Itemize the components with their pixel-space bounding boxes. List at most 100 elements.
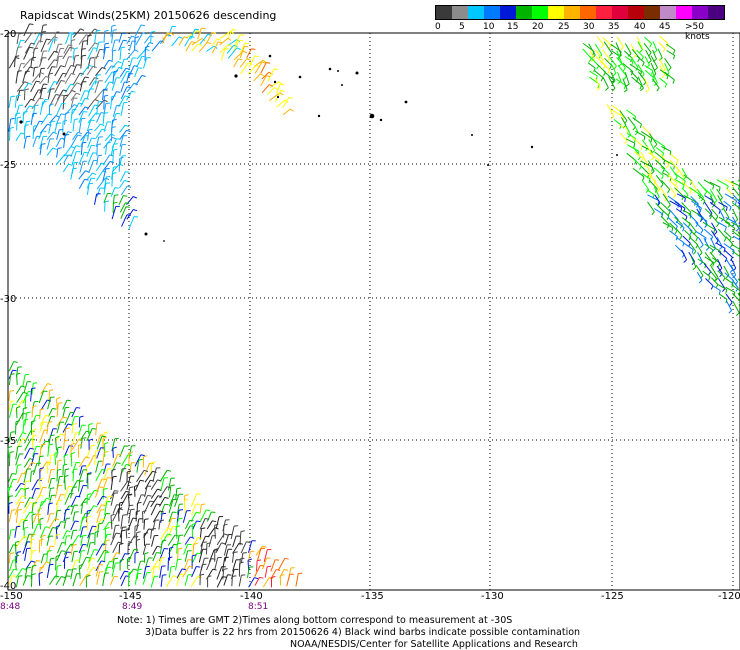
wind-barb xyxy=(730,181,740,187)
wind-barb-flag xyxy=(8,486,13,489)
wind-barb xyxy=(169,485,172,498)
wind-barb-flag xyxy=(32,428,37,431)
wind-barb xyxy=(56,56,60,68)
wind-barb-flag xyxy=(192,522,197,525)
wind-barb xyxy=(702,186,713,197)
wind-barb-flag xyxy=(661,74,666,79)
wind-barb-flag xyxy=(71,452,76,455)
wind-barb xyxy=(8,529,12,540)
wind-barb xyxy=(72,432,76,444)
wind-barb-flag xyxy=(192,554,197,557)
wind-barb-flag xyxy=(700,229,704,234)
wind-barb-flag xyxy=(63,454,68,457)
wind-barb xyxy=(15,71,19,84)
wind-barb-flag xyxy=(280,90,285,92)
wind-barb-flag xyxy=(651,70,654,75)
wind-barb xyxy=(112,504,117,514)
wind-barb xyxy=(47,50,55,61)
wind-barb xyxy=(78,34,87,45)
wind-barb xyxy=(704,201,713,214)
wind-barb-flag xyxy=(683,208,686,213)
wind-barb xyxy=(8,452,11,467)
wind-barb xyxy=(70,520,76,531)
wind-barb-flag xyxy=(94,549,99,551)
wind-barb xyxy=(220,48,226,61)
wind-barb xyxy=(63,543,72,555)
wind-barb-flag xyxy=(734,200,737,205)
wind-barb-flag xyxy=(128,571,133,574)
wind-barb xyxy=(144,47,146,61)
wind-barb xyxy=(644,64,653,72)
wind-barb-flag xyxy=(108,59,113,62)
wind-barb xyxy=(176,510,180,523)
wind-barb-flag xyxy=(654,67,658,71)
wind-barb xyxy=(78,152,85,165)
wind-barb-flag xyxy=(702,200,706,205)
wind-barb xyxy=(645,49,652,61)
wind-barb xyxy=(40,113,49,125)
wind-barb xyxy=(96,523,100,538)
wind-barb xyxy=(654,159,666,169)
wind-barb xyxy=(160,575,163,587)
wind-barb xyxy=(79,430,87,442)
wind-barb-flag xyxy=(136,538,141,541)
wind-barb xyxy=(256,560,258,572)
wind-barb-flag xyxy=(126,463,131,466)
wind-barb xyxy=(709,270,717,279)
wind-barb xyxy=(62,551,68,563)
wind-barb-flag xyxy=(78,443,83,446)
wind-barb-flag xyxy=(214,523,219,526)
wind-barb xyxy=(119,468,123,483)
latitude-labels: -20 -25 -30 -35 -40 xyxy=(0,29,16,592)
wind-barb-flag xyxy=(92,172,97,176)
wind-barb-flag xyxy=(64,474,69,478)
wind-barb xyxy=(79,81,83,92)
wind-barb xyxy=(683,174,693,182)
wind-barb xyxy=(709,181,721,188)
wind-barb-flag xyxy=(30,42,36,45)
wind-barb-flag xyxy=(62,119,68,122)
wind-barb-flag xyxy=(124,553,129,555)
wind-barb xyxy=(168,566,172,578)
legend-tick: 30 xyxy=(583,22,595,32)
wind-barb-flag xyxy=(223,523,228,526)
wind-barb-flag xyxy=(156,545,162,548)
wind-barb-flag xyxy=(133,209,138,212)
wind-barb-flag xyxy=(48,502,53,505)
wind-barb xyxy=(666,50,675,56)
wind-barb xyxy=(118,544,121,555)
wind-barb xyxy=(711,208,719,217)
wind-barb-flag xyxy=(211,558,216,560)
wind-barb-flag xyxy=(23,519,28,522)
wind-barb-flag xyxy=(74,47,79,50)
legend-swatch xyxy=(644,6,660,19)
wind-barb-flag xyxy=(10,552,15,554)
wind-barb xyxy=(62,530,68,540)
wind-barb-flag xyxy=(101,518,106,521)
wind-barb xyxy=(608,76,616,89)
wind-barb-flag xyxy=(126,86,131,89)
wind-barb-flag xyxy=(191,41,196,44)
wind-barb-flag xyxy=(653,82,658,86)
wind-barb xyxy=(39,88,43,100)
wind-barb-flag xyxy=(627,53,632,57)
wind-barb xyxy=(219,30,232,39)
wind-barb-flag xyxy=(188,565,194,568)
wind-barb xyxy=(15,446,19,460)
wind-barb-flag xyxy=(53,39,58,41)
wind-barb xyxy=(86,517,89,531)
wind-barb-flag xyxy=(288,96,294,99)
wind-barb xyxy=(119,124,126,133)
wind-barb xyxy=(110,476,114,491)
wind-barb xyxy=(38,456,41,467)
wind-barb xyxy=(648,133,658,145)
wind-barb-flag xyxy=(29,23,34,25)
wind-barb-flag xyxy=(675,236,678,241)
wind-barb xyxy=(716,188,723,198)
wind-barb xyxy=(176,574,181,587)
wind-barb-flag xyxy=(102,170,107,173)
wind-barb-flag xyxy=(57,509,62,512)
wind-barb-flag xyxy=(104,42,110,45)
wind-barb-flag xyxy=(133,196,138,199)
wind-barb xyxy=(32,463,38,476)
